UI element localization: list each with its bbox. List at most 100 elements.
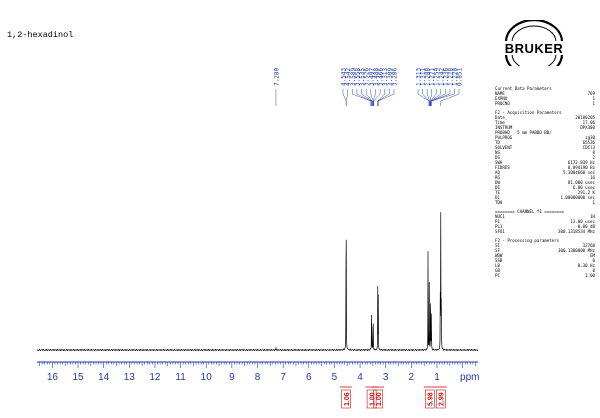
x-tick-label: 12 (149, 372, 161, 383)
current-data-parameters: Current Data Parameters NAME 769 EXPNO 1 P… (495, 86, 595, 106)
param-row: FIDRES 0.094190 Hz (495, 165, 595, 170)
peak-mid-leader (378, 89, 395, 106)
param-row: PL1 0.00 dB (495, 224, 595, 229)
x-tick-label: 10 (201, 372, 213, 383)
peak-label: 3.589 (350, 68, 357, 86)
x-tick-label: 4 (357, 372, 363, 383)
param-row: SF 300.1300000 MHz (495, 248, 595, 253)
param-row: SOLVENT CDCl3 (495, 145, 595, 150)
x-tick-label: 16 (47, 372, 59, 383)
param-row: INSTRUM DPX300 (495, 125, 595, 130)
param-section-title: ======== CHANNEL f1 ======== (495, 209, 565, 214)
peak-mid-leader (356, 89, 372, 106)
peak-right-leader (431, 89, 455, 106)
param-row: PC 1.00 (495, 273, 595, 278)
x-tick-label: 6 (306, 372, 312, 383)
param-row: RG 16 (495, 175, 595, 180)
spectrum-trace (36, 212, 479, 352)
peak-label: 4.542 (345, 68, 352, 86)
param-row: WDW EM (495, 253, 595, 258)
peak-right-leader (422, 89, 430, 106)
param-section-title: F2 - Acquisition Parameters (495, 110, 562, 115)
peak-mid-leader (345, 89, 348, 106)
peak-mid-leader (352, 89, 371, 106)
integral-box (424, 389, 435, 409)
integral-value: 1.00 (376, 392, 383, 406)
peak-right-leader (440, 89, 460, 106)
peak-label: 3.313 (382, 68, 389, 86)
param-row: PROBHD 5 mm PABBO BB/ (495, 130, 552, 135)
param-section-title: Current Data Parameters (495, 86, 552, 91)
integral-box (436, 389, 446, 409)
peak-label: 3.535 (359, 68, 366, 86)
param-row: GB 0 (495, 268, 595, 273)
integral-box (366, 389, 377, 409)
peak-label: 3.309 (387, 68, 394, 86)
peak-label: 1.259 (434, 68, 441, 86)
spectrum-trace-layer (36, 212, 479, 352)
x-axis-label: ppm (460, 372, 479, 383)
peak-label: 3.526 (364, 68, 371, 86)
f2-processing-parameters: F2 - Processing parameters SI 32768 SF 300… (495, 238, 595, 278)
peak-right-leader (430, 89, 437, 106)
x-axis: 16 15 14 13 12 11 10 9 8 7 6 5 4 3 2 1 ppm (37, 361, 480, 383)
peak-label: 3.466 (378, 68, 385, 86)
param-row: TD 65536 (495, 140, 595, 145)
x-tick-label: 13 (124, 372, 136, 383)
peak-mid-leader (373, 89, 381, 106)
param-row: PULPROG zg30 (495, 135, 595, 140)
param-row: AQ 5.3084660 sec (495, 170, 595, 175)
x-tick-label: 2 (409, 372, 415, 383)
param-row: SI 32768 (495, 243, 595, 248)
integral-value: 2.99 (439, 392, 446, 406)
param-row: TE 291.2 K (495, 190, 595, 195)
param-row: SSB 0 (495, 258, 595, 263)
peak-label: 3.558 (354, 68, 361, 86)
peak-label: 0.851 (457, 68, 464, 86)
param-row: TD0 1 (495, 200, 595, 205)
integral-label-layer: 1.06 1.00 1.00 5.98 2.99 (339, 386, 447, 409)
param-row: NAME 769 (495, 91, 595, 96)
peak-right-leader (429, 89, 432, 106)
param-row: Date_ 20180205 (495, 115, 595, 120)
integral-box (373, 389, 383, 409)
x-tick-label: 3 (383, 372, 389, 383)
peak-mid-leader (361, 89, 373, 106)
peak-label: 1.228 (447, 68, 454, 86)
peak-label: 1.313 (416, 68, 423, 86)
peak-label: 1.236 (443, 68, 450, 86)
param-row: SWH 6172.839 Hz (495, 160, 595, 165)
peak-mid-leader (342, 89, 347, 106)
param-row: EXPNO 1 (495, 96, 595, 101)
integral-value: 1.06 (344, 392, 351, 406)
param-row: NUC1 1H (495, 214, 595, 219)
bruker-logo: BRUKER (496, 20, 572, 66)
peak-label: 3.497 (368, 68, 375, 86)
peak-label: 4.543 (341, 68, 348, 86)
x-tick-label: 9 (229, 372, 235, 383)
peak-right-leader (430, 89, 442, 106)
integral-value: 1.00 (369, 392, 376, 406)
acquisition-parameters-panel: Current Data Parameters NAME 769 EXPNO 1 P… (495, 86, 595, 278)
param-row: SFO1 300.1318534 MHz (495, 229, 595, 234)
channel-f1-parameters: ======== CHANNEL f1 ======== NUC1 1H P1 13… (495, 209, 595, 234)
x-tick-label: 1 (434, 372, 440, 383)
peak-mid-leader (372, 89, 376, 106)
peak-label: 1.242 (438, 68, 445, 86)
x-tick-label: 15 (72, 372, 84, 383)
x-tick-label: 8 (255, 372, 261, 383)
peak-mid-leader (370, 89, 374, 106)
param-section-title: F2 - Processing parameters (495, 238, 560, 243)
x-tick-label: 11 (175, 372, 186, 383)
sample-title: 1,2-hexadinol (7, 30, 74, 40)
peak-label: 1.288 (425, 68, 432, 86)
peak-label-layer: 7.280 4.5434.5423.5893.5583.5353.5263.497… (273, 68, 464, 106)
peak-right-leader (430, 89, 451, 106)
param-row: D1 1.00000000 sec (495, 195, 595, 200)
peak-right-leader (426, 89, 430, 106)
svg-text:BRUKER: BRUKER (505, 41, 564, 56)
param-row: PROCNO 1 (495, 101, 595, 106)
peak-mid-leader (365, 89, 373, 106)
param-row: DS 2 (495, 155, 595, 160)
